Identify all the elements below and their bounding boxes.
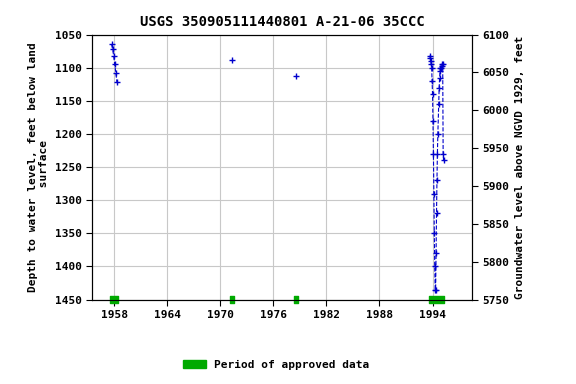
- Y-axis label: Groundwater level above NGVD 1929, feet: Groundwater level above NGVD 1929, feet: [516, 35, 525, 299]
- Legend: Period of approved data: Period of approved data: [179, 356, 374, 375]
- Title: USGS 350905111440801 A-21-06 35CCC: USGS 350905111440801 A-21-06 35CCC: [140, 15, 425, 29]
- Y-axis label: Depth to water level, feet below land
 surface: Depth to water level, feet below land su…: [28, 42, 49, 292]
